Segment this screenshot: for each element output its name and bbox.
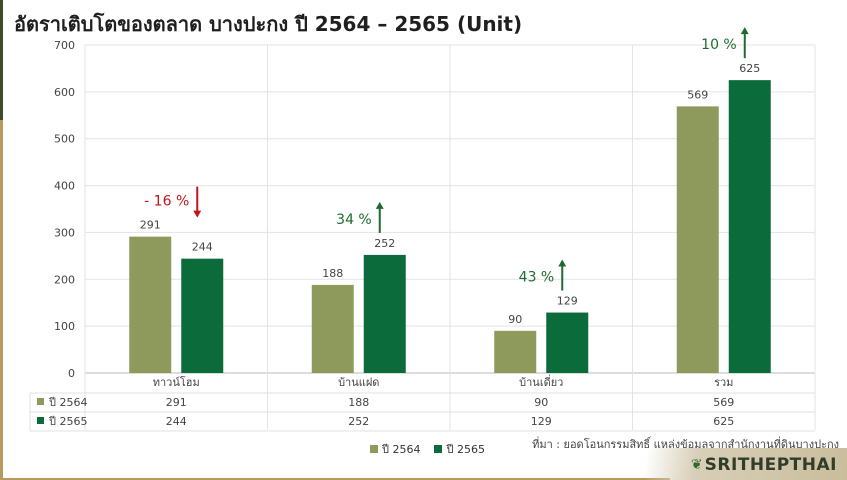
y-tick-label: 600 (54, 86, 75, 99)
legend-swatch-2565 (434, 445, 443, 453)
footer-gold-line (0, 478, 670, 480)
table-cell: 291 (166, 396, 187, 409)
table-cell: 252 (348, 415, 369, 428)
brand-logo: ❦ SRITHEPTHAI (647, 448, 847, 480)
table-series-name: ปี 2564 (48, 396, 88, 409)
bar (546, 312, 589, 373)
x-tick-label: บ้านแฝด (338, 376, 379, 389)
y-tick-label: 200 (54, 273, 75, 286)
accent-bar-dark (0, 0, 3, 120)
y-tick-label: 400 (54, 180, 75, 193)
x-tick-label: บ้านเดี่ยว (519, 374, 563, 389)
data-label: 90 (508, 313, 522, 326)
bar (728, 80, 771, 374)
logo-text: SRITHEPTHAI (704, 455, 837, 475)
arrow-up-icon (558, 259, 567, 267)
x-tick-label: ทาวน์โฮม (153, 375, 200, 389)
table-cell: 188 (348, 396, 369, 409)
y-tick-label: 500 (54, 133, 75, 146)
chart-legend: ปี 2564 ปี 2565 (370, 440, 485, 458)
arrow-up-icon (740, 27, 749, 35)
table-cell: 90 (534, 396, 548, 409)
bar (676, 106, 719, 373)
growth-label: - 16 % (144, 194, 189, 210)
bar (363, 254, 406, 373)
table-cell: 244 (166, 415, 187, 428)
y-tick-label: 100 (54, 320, 75, 333)
table-series-name: ปี 2565 (48, 415, 88, 428)
growth-label: 10 % (701, 37, 737, 53)
bar (129, 236, 172, 373)
data-label: 252 (374, 237, 395, 250)
page-title: อัตราเติบโตของตลาด บางปะกง ปี 2564 – 256… (14, 12, 523, 36)
data-label: 569 (687, 88, 708, 101)
bar (181, 258, 224, 373)
legend-item-2565: ปี 2565 (434, 440, 485, 458)
legend-item-2564: ปี 2564 (370, 440, 420, 458)
y-tick-label: 0 (68, 367, 75, 380)
data-label: 188 (322, 267, 343, 280)
arrow-down-icon (193, 210, 202, 218)
arrow-up-icon (375, 201, 384, 209)
y-tick-label: 700 (54, 39, 75, 52)
table-series-swatch (37, 398, 44, 405)
legend-swatch-2564 (370, 445, 378, 453)
data-label: 244 (192, 241, 213, 254)
x-tick-label: รวม (714, 376, 733, 389)
data-label: 291 (140, 219, 161, 232)
y-tick-label: 300 (54, 226, 75, 239)
sprout-icon: ❦ (690, 457, 703, 473)
data-label: 625 (739, 62, 760, 75)
bar (494, 330, 537, 373)
table-series-swatch (37, 417, 44, 424)
table-cell: 129 (531, 415, 552, 428)
bar (311, 284, 354, 373)
accent-bar-gold (0, 120, 3, 480)
source-note: ที่มา : ยอดโอนกรรมสิทธิ์ แหล่งข้อมูลจากส… (532, 438, 839, 451)
table-cell: 625 (713, 415, 734, 428)
logo-band (647, 448, 847, 480)
data-label: 129 (557, 295, 578, 308)
growth-label: 43 % (519, 270, 555, 286)
legend-label-2565: ปี 2565 (446, 443, 485, 456)
growth-label: 34 % (336, 212, 372, 228)
legend-label-2564: ปี 2564 (382, 443, 421, 456)
table-cell: 569 (713, 396, 734, 409)
